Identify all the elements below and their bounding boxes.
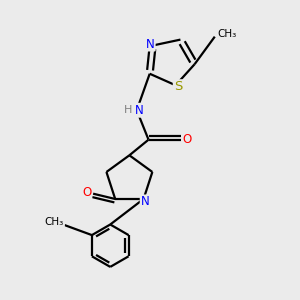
Text: S: S — [174, 80, 182, 93]
Text: O: O — [82, 186, 91, 199]
Text: N: N — [135, 104, 144, 117]
Text: N: N — [146, 38, 155, 50]
Text: N: N — [141, 195, 149, 208]
Text: O: O — [183, 133, 192, 146]
Text: CH₃: CH₃ — [45, 217, 64, 227]
Text: CH₃: CH₃ — [218, 29, 237, 39]
Text: H: H — [124, 105, 133, 115]
